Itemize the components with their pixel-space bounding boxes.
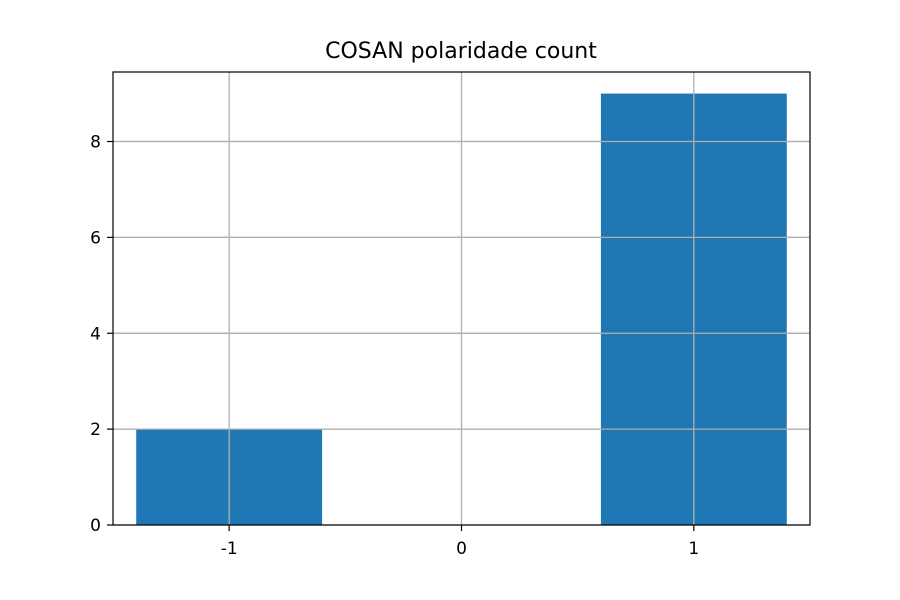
y-tick-label-3: 6 xyxy=(90,228,101,248)
y-tick-label-4: 8 xyxy=(90,133,101,153)
y-tick-label-2: 4 xyxy=(90,324,101,344)
bars xyxy=(113,72,810,526)
x-tick-label-2: 1 xyxy=(688,539,699,559)
x-tick-label-1: 0 xyxy=(456,539,467,559)
y-tick-label-1: 2 xyxy=(90,420,101,440)
x-tick-label-0: -1 xyxy=(221,539,238,559)
y-axis-ticks: 0 2 4 6 8 xyxy=(90,133,113,536)
y-tick-label-0: 0 xyxy=(90,516,101,536)
x-axis-ticks: -1 0 1 xyxy=(221,525,699,559)
chart-title: COSAN polaridade count xyxy=(325,39,597,64)
